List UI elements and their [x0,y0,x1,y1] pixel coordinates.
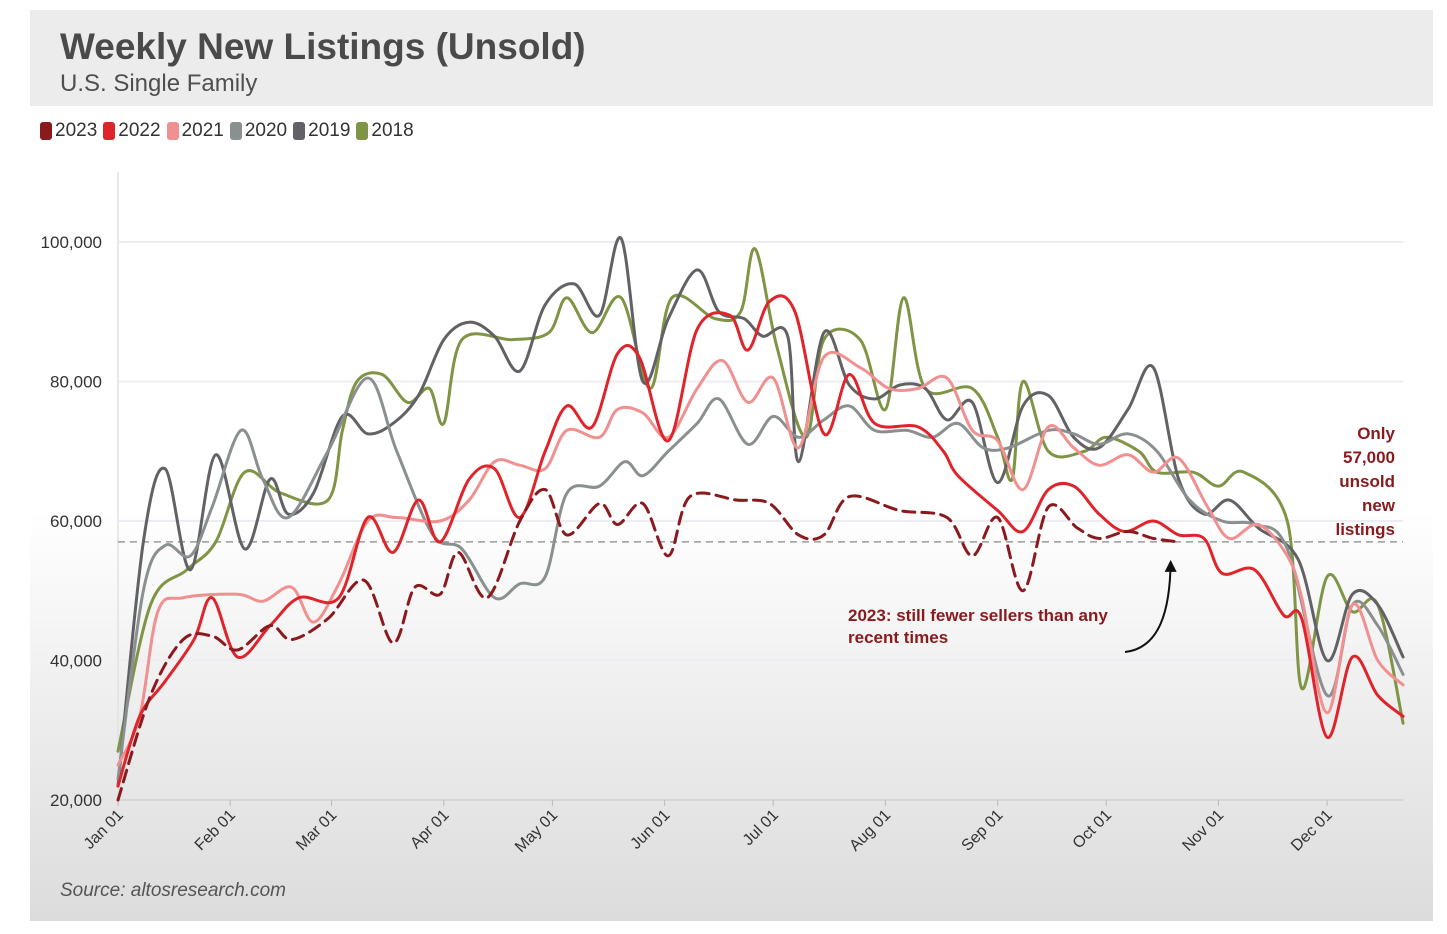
chart-title: Weekly New Listings (Unsold) [60,26,586,67]
y-tick-label: 60,000 [50,512,102,531]
x-tick-label: Aug 01 [846,807,894,855]
legend-label: 2021 [181,120,224,141]
legend-item-2021: 2021 [166,120,224,142]
annotation-only-57000: unsold [1339,472,1395,491]
legend: 2023 2022 2021 2020 2019 2018 [40,120,414,142]
chart-card: Weekly New Listings (Unsold) U.S. Single… [30,10,1433,921]
x-tick-label: Apr 01 [407,807,452,852]
source-note: Source: altosresearch.com [60,880,286,901]
annotation-only-57000: new [1362,496,1396,515]
x-tick-label: May 01 [512,807,561,856]
y-tick-label: 100,000 [41,233,102,252]
legend-item-2020: 2020 [229,120,288,142]
x-tick-label: Dec 01 [1288,807,1336,855]
annotation-only-57000: listings [1335,520,1395,539]
annotation-only-57000: 57,000 [1343,448,1395,467]
y-tick-label: 80,000 [50,373,102,392]
x-tick-label: Jan 01 [81,807,127,853]
series-line-2020 [116,376,1405,781]
series-line-2023 [116,488,1181,802]
annotation-arrow [1124,561,1172,653]
y-tick-label: 40,000 [50,652,102,671]
x-tick-label: Sep 01 [959,807,1007,855]
annotation-only-57000: Only [1357,424,1395,443]
y-tick-label: 20,000 [50,791,102,810]
x-tick-label: Nov 01 [1179,807,1227,855]
series-line-2022 [116,294,1405,788]
legend-item-2019: 2019 [293,120,350,142]
x-tick-label: Jul 01 [740,807,782,849]
legend-label: 2019 [308,120,351,141]
annotation-2023-note: recent times [848,628,948,647]
legend-item-2018: 2018 [356,120,414,142]
x-tick-label: Oct 01 [1070,807,1115,852]
series-line-2021 [116,350,1405,767]
chart-header: Weekly New Listings (Unsold) U.S. Single… [30,10,1433,106]
legend-label: 2020 [244,120,288,141]
arrow-head-icon [1164,559,1177,572]
annotation-2023-note: 2023: still fewer sellers than any [848,606,1108,625]
legend-swatch [356,122,369,140]
x-tick-label: Mar 01 [293,807,340,854]
legend-swatch [103,122,116,140]
legend-item-2023: 2023 [40,120,97,142]
chart-subtitle: U.S. Single Family [60,70,258,97]
legend-swatch [166,122,179,140]
legend-label: 2022 [118,120,161,141]
legend-item-2022: 2022 [103,120,161,142]
legend-label: 2023 [55,120,98,141]
x-tick-label: Jun 01 [627,807,673,853]
legend-swatch [229,122,242,140]
x-tick-label: Feb 01 [192,807,239,854]
legend-swatch [293,122,306,140]
legend-swatch [40,122,52,140]
legend-label: 2018 [371,120,414,141]
